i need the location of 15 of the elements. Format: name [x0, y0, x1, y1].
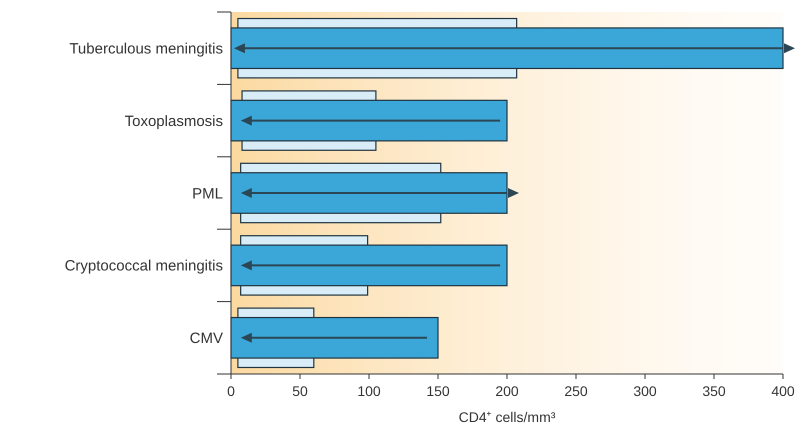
x-tick-label: 150 [426, 383, 450, 399]
y-tick-label: CMV [190, 330, 223, 348]
x-tick-label: 0 [227, 383, 236, 399]
x-tick-label: 100 [357, 383, 381, 399]
x-tick-label: 200 [495, 383, 519, 399]
y-tick-label: PML [192, 185, 223, 202]
x-tick-label: 250 [564, 383, 588, 399]
y-tick-label: Tuberculous meningitis [69, 40, 223, 58]
y-tick-label: Toxoplasmosis [124, 112, 223, 130]
x-tick-label: 350 [702, 383, 726, 399]
x-axis-title: CD4⁺ cells/mm³ [458, 409, 556, 425]
x-tick-label: 50 [292, 383, 308, 399]
x-tick-label: 300 [633, 383, 657, 399]
y-tick-label: Cryptococcal meningitis [64, 258, 223, 275]
x-tick-label: 400 [771, 383, 795, 399]
